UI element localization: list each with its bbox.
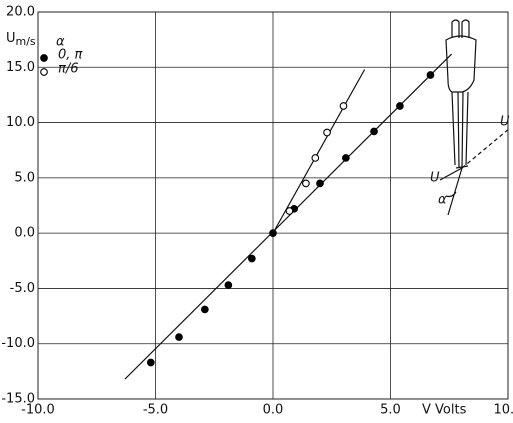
y-tick-label: 10.0	[6, 115, 35, 130]
point	[270, 230, 277, 237]
x-tick-label: -5.0	[143, 403, 168, 418]
point	[397, 103, 404, 110]
legend-label: 0, π	[58, 48, 83, 63]
legend-marker	[41, 69, 48, 76]
point	[427, 72, 434, 79]
y-tick-label: 20.0	[6, 5, 35, 20]
x-tick-label: 5.0	[380, 403, 401, 418]
point	[148, 359, 155, 366]
annotation: α	[438, 193, 447, 208]
x-tick-label: -10.0	[21, 403, 55, 418]
point	[312, 155, 319, 162]
chart: Um/s V Volts α U U α -15.0-10.0-5.00.05.…	[0, 0, 513, 419]
point	[317, 180, 324, 187]
point	[202, 306, 209, 313]
point	[324, 129, 331, 136]
y-tick-label: 5.0	[14, 170, 35, 185]
point	[249, 255, 256, 262]
y-tick-label: -5.0	[10, 281, 35, 296]
y-tick-label: 0.0	[14, 226, 35, 241]
point	[340, 103, 347, 110]
point	[176, 334, 183, 341]
point	[371, 128, 378, 135]
legend-label: π/6	[58, 62, 78, 77]
point	[225, 282, 232, 289]
y-axis-label: Um/s	[6, 31, 36, 49]
y-tick-label: 15.0	[6, 60, 35, 75]
y-tick-label: -10.0	[1, 336, 35, 351]
point	[303, 180, 310, 187]
legend-marker	[41, 55, 48, 62]
annotation: U	[500, 115, 510, 130]
x-tick-label: 0.0	[263, 403, 284, 418]
x-axis-label: V Volts	[422, 403, 467, 418]
fit-line	[125, 54, 452, 379]
point	[286, 208, 293, 215]
y-label: U	[6, 31, 16, 46]
x-tick-label: 10.0	[494, 403, 513, 418]
y-label-sub: m/s	[16, 35, 36, 48]
point	[343, 155, 350, 162]
